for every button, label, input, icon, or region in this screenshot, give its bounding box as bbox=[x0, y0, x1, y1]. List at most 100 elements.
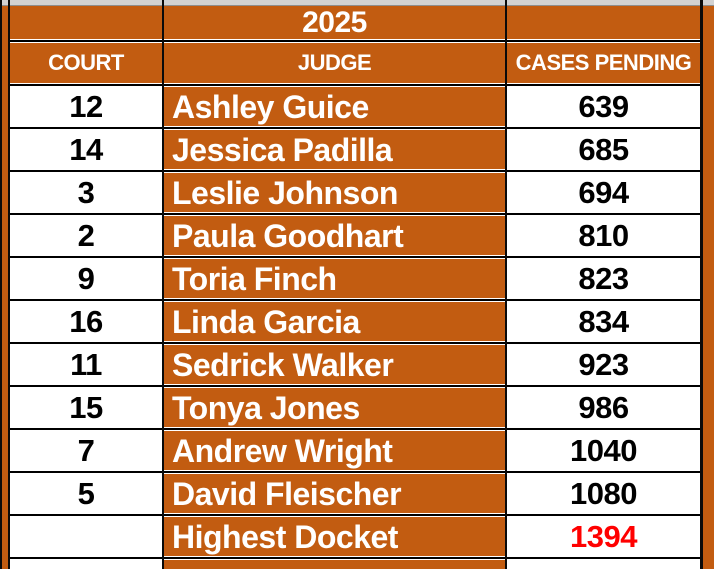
court-judge-divider bbox=[162, 0, 164, 569]
court-column-header[interactable]: COURT bbox=[10, 43, 162, 83]
data-rows: 12 Ashley Guice 639 14 Jessica Padilla 6… bbox=[0, 87, 714, 560]
year-row-court-cell[interactable] bbox=[10, 6, 162, 39]
court-cell[interactable]: 12 bbox=[10, 87, 162, 126]
judge-name: Paula Goodhart bbox=[172, 217, 404, 254]
judge-name: Toria Finch bbox=[172, 260, 337, 297]
table-row: 12 Ashley Guice 639 bbox=[0, 87, 714, 126]
cases-cell[interactable]: 639 bbox=[507, 87, 700, 126]
judge-cell[interactable]: Toria Finch bbox=[164, 259, 505, 298]
left-margin-column bbox=[2, 6, 8, 569]
judge-header-label: JUDGE bbox=[297, 50, 372, 75]
cases-cell[interactable]: 810 bbox=[507, 216, 700, 255]
table-row: 14 Jessica Padilla 685 bbox=[0, 130, 714, 169]
cases-cell[interactable]: 923 bbox=[507, 345, 700, 384]
court-number: 12 bbox=[69, 89, 103, 124]
judge-cell[interactable]: Linda Garcia bbox=[164, 302, 505, 341]
cases-pending-value: 923 bbox=[578, 347, 629, 382]
court-cell[interactable]: 16 bbox=[10, 302, 162, 341]
year-row-title-cell[interactable]: 2025 bbox=[164, 6, 505, 39]
cases-pending-value: 1394 bbox=[570, 519, 637, 554]
cases-pending-value: 685 bbox=[578, 132, 629, 167]
cases-cell[interactable]: 834 bbox=[507, 302, 700, 341]
row-separator bbox=[0, 255, 714, 259]
row-separator bbox=[0, 169, 714, 173]
table-area: 2025 COURT JUDGE CASES PENDING bbox=[0, 6, 714, 569]
court-number: 5 bbox=[77, 476, 95, 511]
court-cell[interactable]: 3 bbox=[10, 173, 162, 212]
judge-cell[interactable]: Tonya Jones bbox=[164, 388, 505, 427]
row-separator bbox=[0, 427, 714, 431]
table-row: 9 Toria Finch 823 bbox=[0, 259, 714, 298]
court-number: 7 bbox=[77, 433, 95, 468]
table-row: 16 Linda Garcia 834 bbox=[0, 302, 714, 341]
court-header-label: COURT bbox=[48, 50, 124, 75]
year-title: 2025 bbox=[302, 5, 367, 39]
court-cell[interactable]: 15 bbox=[10, 388, 162, 427]
cases-pending-value: 1080 bbox=[570, 476, 637, 511]
judge-name: Sedrick Walker bbox=[172, 346, 394, 383]
judge-name: Ashley Guice bbox=[172, 88, 369, 125]
judge-cell[interactable]: Jessica Padilla bbox=[164, 130, 505, 169]
judge-cell[interactable]: Paula Goodhart bbox=[164, 216, 505, 255]
judge-name: David Fleischer bbox=[172, 475, 402, 512]
court-cell[interactable]: 11 bbox=[10, 345, 162, 384]
row-separator bbox=[0, 39, 714, 43]
court-cell[interactable]: 9 bbox=[10, 259, 162, 298]
cases-pending-value: 694 bbox=[578, 175, 629, 210]
court-cell[interactable]: 7 bbox=[10, 431, 162, 470]
court-number: 15 bbox=[69, 390, 103, 425]
cases-cell[interactable]: 694 bbox=[507, 173, 700, 212]
judge-cell[interactable]: David Fleischer bbox=[164, 474, 505, 513]
cases-pending-value: 823 bbox=[578, 261, 629, 296]
court-number: 9 bbox=[77, 261, 95, 296]
row-separator bbox=[0, 384, 714, 388]
court-number: 14 bbox=[69, 132, 103, 167]
cases-pending-column-header[interactable]: CASES PENDING bbox=[507, 43, 700, 83]
court-number: 16 bbox=[69, 304, 103, 339]
table-right-border bbox=[700, 0, 703, 569]
court-cell[interactable]: 2 bbox=[10, 216, 162, 255]
judge-cell[interactable]: Highest Docket bbox=[164, 517, 505, 556]
court-cell[interactable]: 14 bbox=[10, 130, 162, 169]
cases-cell[interactable]: 1394 bbox=[507, 517, 700, 556]
court-number: 2 bbox=[77, 218, 95, 253]
row-separator bbox=[0, 83, 714, 87]
cases-cell[interactable]: 986 bbox=[507, 388, 700, 427]
table-row: 11 Sedrick Walker 923 bbox=[0, 345, 714, 384]
row-separator bbox=[0, 341, 714, 345]
bottom-partial-row bbox=[0, 560, 714, 569]
cases-pending-value: 1040 bbox=[570, 433, 637, 468]
table-row: 2 Paula Goodhart 810 bbox=[0, 216, 714, 255]
judge-name: Highest Docket bbox=[172, 518, 398, 555]
outer-left-gridline bbox=[0, 0, 2, 569]
cases-cell[interactable]: 685 bbox=[507, 130, 700, 169]
cases-cell[interactable]: 823 bbox=[507, 259, 700, 298]
court-number: 11 bbox=[70, 347, 102, 382]
judge-name: Linda Garcia bbox=[172, 303, 360, 340]
year-row-cases-cell[interactable] bbox=[507, 6, 700, 39]
judge-name: Leslie Johnson bbox=[172, 174, 398, 211]
judge-column-header[interactable]: JUDGE bbox=[164, 43, 505, 83]
cases-pending-value: 810 bbox=[578, 218, 629, 253]
court-cell[interactable]: 5 bbox=[10, 474, 162, 513]
cases-cell[interactable]: 1080 bbox=[507, 474, 700, 513]
judge-name: Jessica Padilla bbox=[172, 131, 393, 168]
judge-cell[interactable]: Ashley Guice bbox=[164, 87, 505, 126]
judge-cell[interactable]: Andrew Wright bbox=[164, 431, 505, 470]
court-cell[interactable] bbox=[10, 517, 162, 556]
judge-cell[interactable]: Sedrick Walker bbox=[164, 345, 505, 384]
row-separator bbox=[0, 126, 714, 130]
cases-cell[interactable]: 1040 bbox=[507, 431, 700, 470]
row-separator bbox=[0, 513, 714, 517]
judge-name: Tonya Jones bbox=[172, 389, 360, 426]
court-number: 3 bbox=[77, 175, 95, 210]
table-row: 7 Andrew Wright 1040 bbox=[0, 431, 714, 470]
table-row: Highest Docket 1394 bbox=[0, 517, 714, 556]
row-separator bbox=[0, 212, 714, 216]
cases-pending-value: 986 bbox=[578, 390, 629, 425]
row-separator bbox=[0, 470, 714, 474]
judge-cell[interactable]: Leslie Johnson bbox=[164, 173, 505, 212]
table-left-border bbox=[8, 0, 10, 569]
cases-pending-value: 834 bbox=[578, 304, 629, 339]
